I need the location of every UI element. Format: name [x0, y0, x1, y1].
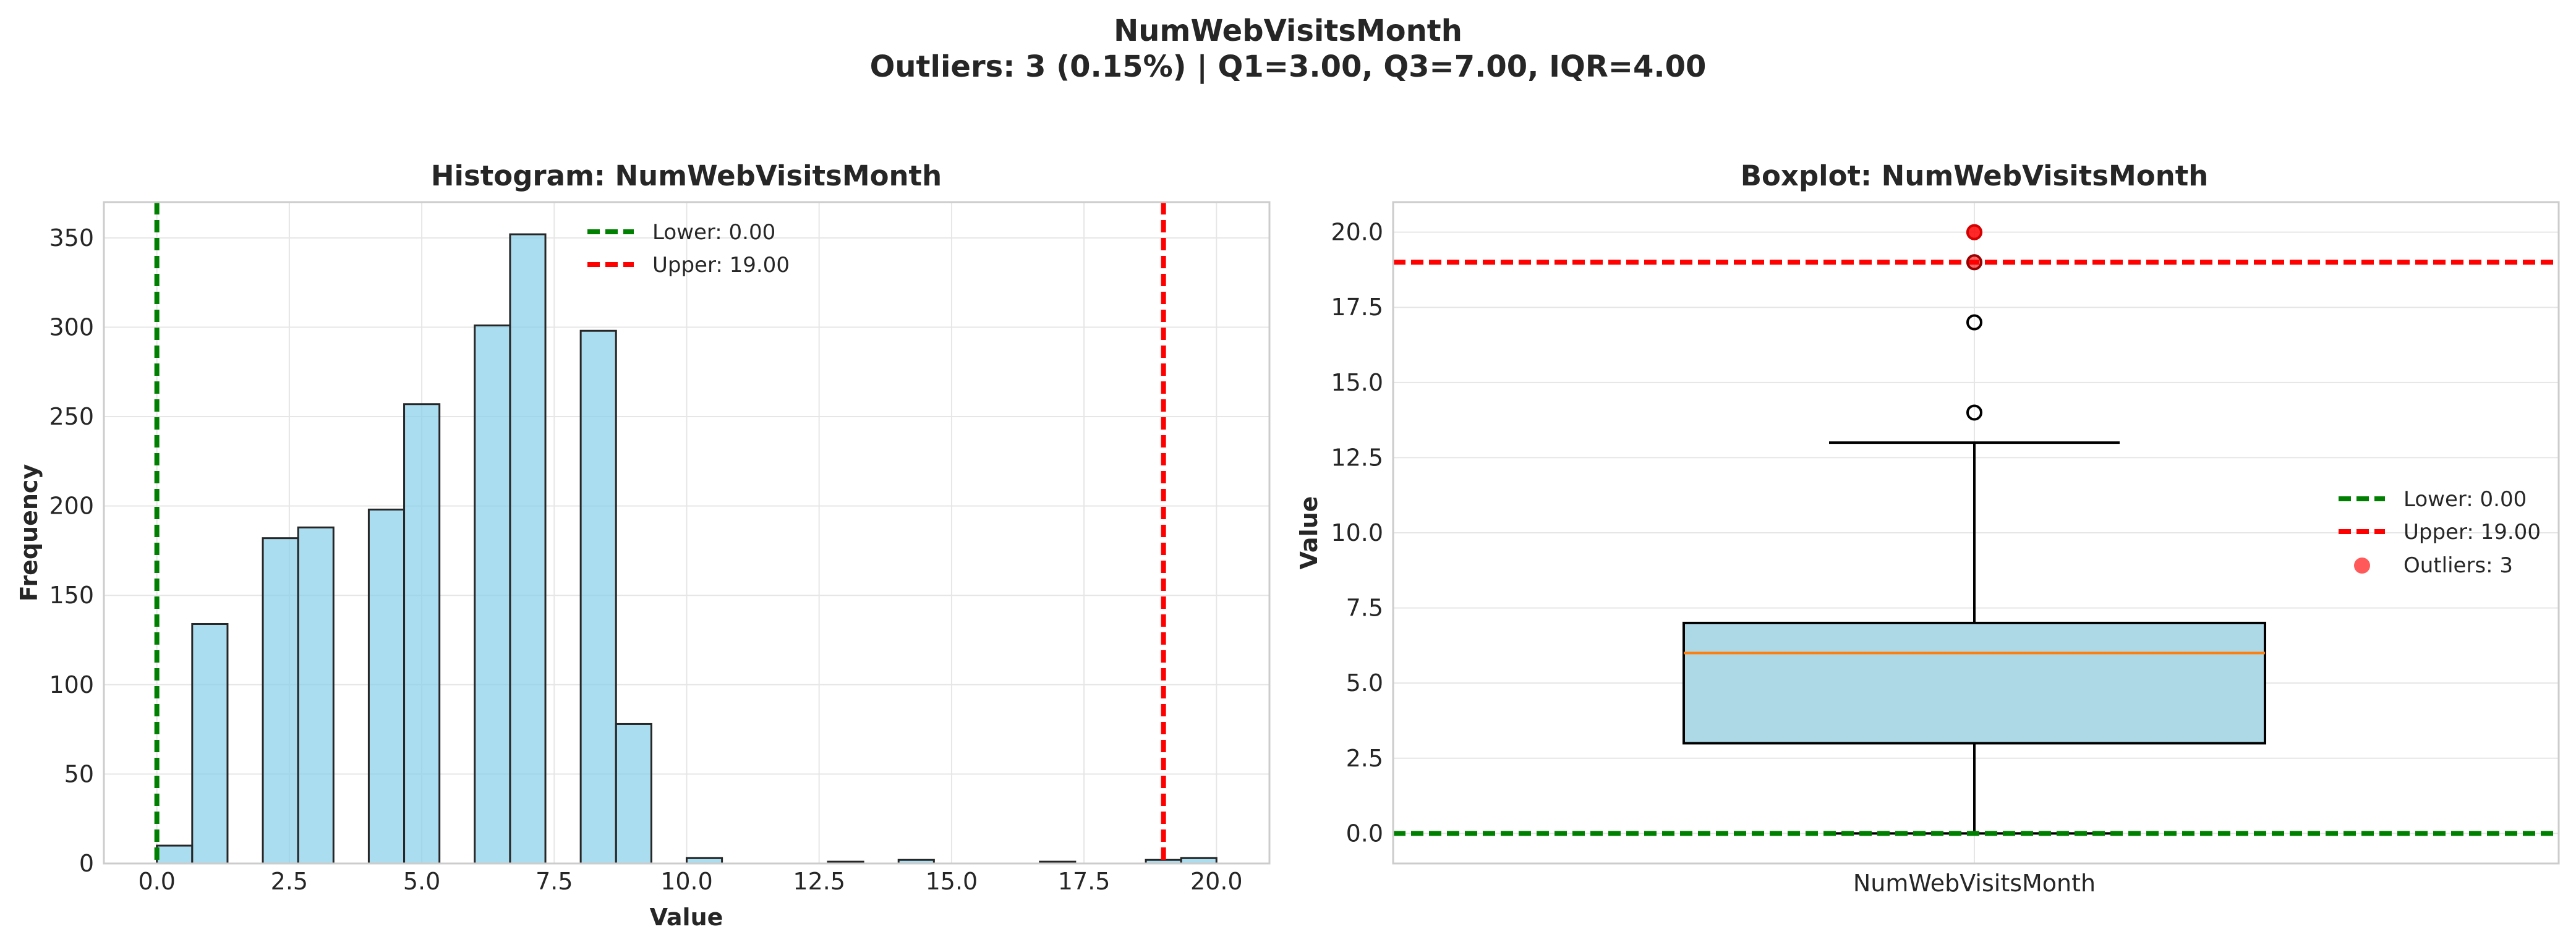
- boxplot-y-tick-label: 10.0: [1331, 519, 1383, 546]
- histogram-x-tick-label: 15.0: [926, 868, 978, 895]
- figure-title-line1: NumWebVisitsMonth: [1114, 14, 1462, 48]
- histogram-x-tick-label: 20.0: [1190, 868, 1243, 895]
- boxplot-legend-upper-label: Upper: 19.00: [2403, 520, 2541, 545]
- boxplot-frame: [1392, 201, 2560, 865]
- histogram-legend-lower-label: Lower: 0.00: [652, 220, 775, 245]
- histogram-x-tick-label: 10.0: [660, 868, 713, 895]
- boxplot-y-tick-label: 2.5: [1346, 745, 1383, 772]
- histogram-bar: [509, 233, 547, 865]
- histogram-frame: [103, 201, 1271, 865]
- histogram-y-tick-label: 350: [49, 224, 94, 252]
- boxplot-y-tick-label: 20.0: [1331, 219, 1383, 246]
- boxplot-box: [1683, 621, 2266, 745]
- histogram-panel: Histogram: NumWebVisitsMonth 0.0 2.5 5.0 7.…: [15, 159, 1271, 931]
- histogram-bar: [367, 508, 406, 865]
- histogram-legend-upper-label: Upper: 19.00: [652, 253, 790, 278]
- histogram-legend: Lower: 0.00 Upper: 19.00: [587, 220, 790, 278]
- histogram-y-tick-label: 50: [64, 760, 94, 787]
- histogram-bar: [262, 537, 299, 865]
- histogram-x-tick-label: 12.5: [793, 868, 845, 895]
- boxplot-y-tick-label: 12.5: [1331, 444, 1383, 471]
- histogram-x-tick-label: 17.5: [1058, 868, 1111, 895]
- histogram-bar: [297, 526, 335, 865]
- histogram-title: Histogram: NumWebVisitsMonth: [431, 159, 942, 192]
- boxplot-y-tick-label: 15.0: [1331, 369, 1383, 396]
- boxplot-y-tick-label: 17.5: [1331, 294, 1383, 321]
- boxplot-body: [1683, 441, 2266, 835]
- histogram-y-tick-label: 250: [49, 403, 94, 430]
- histogram-x-tick-label: 0.0: [138, 868, 175, 895]
- histogram-bar: [615, 723, 652, 865]
- boxplot-flier-point: [1966, 404, 1982, 421]
- boxplot-flier-point: [1966, 314, 1982, 331]
- histogram-x-tick-label: 7.5: [535, 868, 573, 895]
- boxplot-outliers: [1966, 224, 1982, 421]
- boxplot-y-tick-label: 0.0: [1346, 820, 1383, 847]
- boxplot-legend-outlier-label: Outliers: 3: [2403, 553, 2513, 578]
- boxplot-panel: Boxplot: NumWebVisitsMonth 0.0 2.5 5.0 7.5 1…: [1295, 159, 2560, 897]
- histogram-y-tick-label: 0: [79, 850, 94, 877]
- histogram-y-tick-label: 100: [49, 671, 94, 698]
- boxplot-x-tick-label: NumWebVisitsMonth: [1853, 870, 2096, 897]
- boxplot-y-label: Value: [1295, 496, 1323, 570]
- histogram-y-ticks: 0 50 100 150 200 250 300 350: [49, 224, 94, 877]
- histogram-bar: [191, 622, 229, 865]
- boxplot-outlier-point: [1966, 224, 1982, 240]
- boxplot-legend-outlier-swatch: [2354, 558, 2370, 574]
- histogram-x-label: Value: [650, 904, 723, 931]
- histogram-x-tick-label: 5.0: [403, 868, 440, 895]
- boxplot-outlier-point: [1966, 254, 1982, 271]
- figure-title-line2: Outliers: 3 (0.15%) | Q1=3.00, Q3=7.00, …: [870, 49, 1707, 84]
- histogram-y-label: Frequency: [15, 464, 43, 602]
- histogram-bars: [156, 233, 1218, 865]
- boxplot-legend: Lower: 0.00 Upper: 19.00 Outliers: 3: [2339, 487, 2541, 578]
- histogram-bar: [403, 403, 441, 865]
- histogram-y-tick-label: 300: [49, 313, 94, 341]
- boxplot-title: Boxplot: NumWebVisitsMonth: [1741, 159, 2209, 192]
- histogram-x-tick-label: 2.5: [271, 868, 308, 895]
- histogram-threshold-lines: [154, 202, 1166, 863]
- boxplot-legend-lower-label: Lower: 0.00: [2403, 487, 2527, 512]
- boxplot-y-tick-label: 5.0: [1346, 669, 1383, 697]
- boxplot-y-ticks: 0.0 2.5 5.0 7.5 10.0 12.5 15.0 17.5 20.0: [1331, 219, 1383, 847]
- histogram-y-tick-label: 200: [49, 493, 94, 520]
- histogram-x-ticks: 0.0 2.5 5.0 7.5 10.0 12.5 15.0 17.5 20.0: [138, 868, 1242, 895]
- histogram-bar: [579, 329, 617, 865]
- boxplot-threshold-lines: [1393, 260, 2559, 836]
- histogram-bar: [156, 844, 194, 865]
- histogram-y-tick-label: 150: [49, 582, 94, 609]
- histogram-bar: [474, 324, 511, 865]
- boxplot-y-tick-label: 7.5: [1346, 595, 1383, 622]
